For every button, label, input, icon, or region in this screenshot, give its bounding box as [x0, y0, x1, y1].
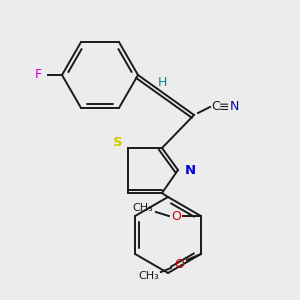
Text: C: C [212, 100, 220, 113]
Text: O: O [171, 209, 181, 223]
Text: F: F [35, 68, 42, 82]
Text: O: O [174, 257, 184, 271]
Text: H: H [157, 76, 167, 88]
Text: N: N [184, 164, 196, 176]
Text: CH₃: CH₃ [133, 203, 153, 213]
Text: ≡: ≡ [219, 100, 229, 113]
Text: CH₃: CH₃ [139, 271, 159, 281]
Text: N: N [229, 100, 239, 113]
Text: S: S [113, 136, 123, 149]
